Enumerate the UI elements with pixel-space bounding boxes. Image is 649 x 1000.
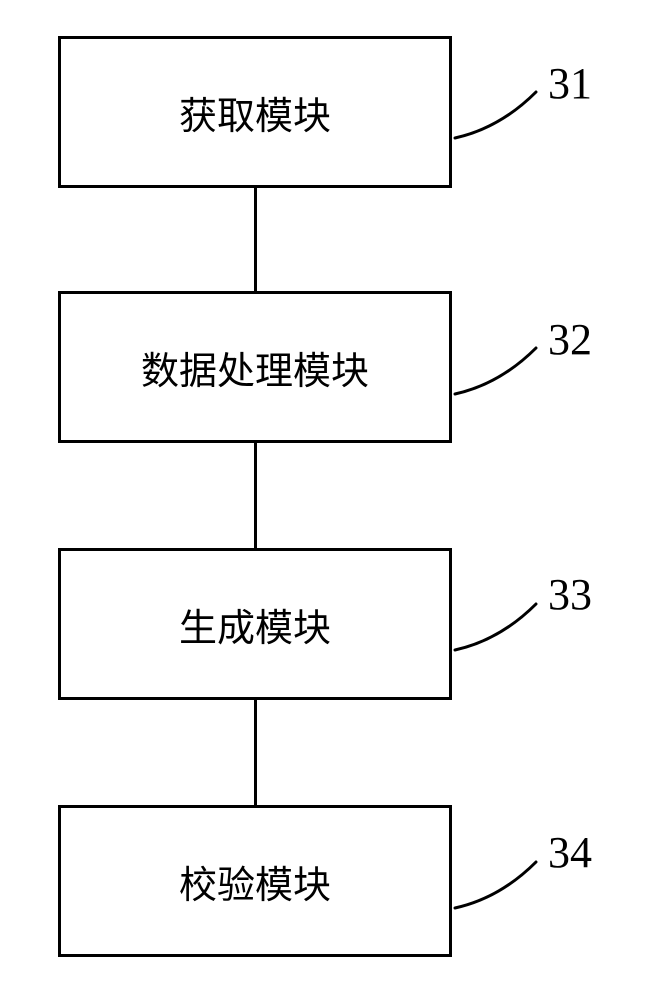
reference-label: 33 <box>548 569 592 620</box>
flowchart-connector <box>254 443 257 548</box>
flowchart-node-label: 生成模块 <box>179 597 331 652</box>
flowchart-node-n2: 数据处理模块 <box>58 291 452 443</box>
flowchart-node-label: 数据处理模块 <box>141 340 369 395</box>
flowchart-connector <box>254 700 257 805</box>
flowchart-diagram: 获取模块数据处理模块生成模块校验模块 31 32 33 34 <box>0 0 649 1000</box>
reference-label: 34 <box>548 827 592 878</box>
flowchart-connector <box>254 188 257 291</box>
reference-label: 31 <box>548 58 592 109</box>
flowchart-node-n4: 校验模块 <box>58 805 452 957</box>
flowchart-node-label: 校验模块 <box>179 854 331 909</box>
flowchart-node-n3: 生成模块 <box>58 548 452 700</box>
reference-label: 32 <box>548 314 592 365</box>
flowchart-node-label: 获取模块 <box>179 85 331 140</box>
flowchart-node-n1: 获取模块 <box>58 36 452 188</box>
